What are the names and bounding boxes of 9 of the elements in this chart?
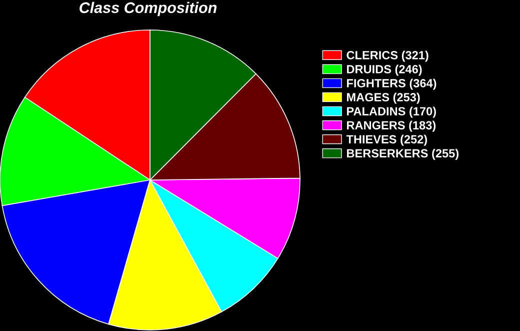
legend-label: DRUIDS (246) xyxy=(347,64,422,76)
legend-label: RANGERS (183) xyxy=(347,120,436,132)
legend-label: CLERICS (321) xyxy=(346,50,428,62)
legend-label: FIGHTERS (364) xyxy=(347,78,436,90)
legend-label: THIEVES (252) xyxy=(346,134,427,146)
chart-title: Class Composition xyxy=(80,2,217,16)
legend-label: MAGES (253) xyxy=(347,92,420,104)
legend-label: BERSERKERS (255) xyxy=(347,148,458,160)
legend-label: PALADINS (170) xyxy=(347,106,436,118)
